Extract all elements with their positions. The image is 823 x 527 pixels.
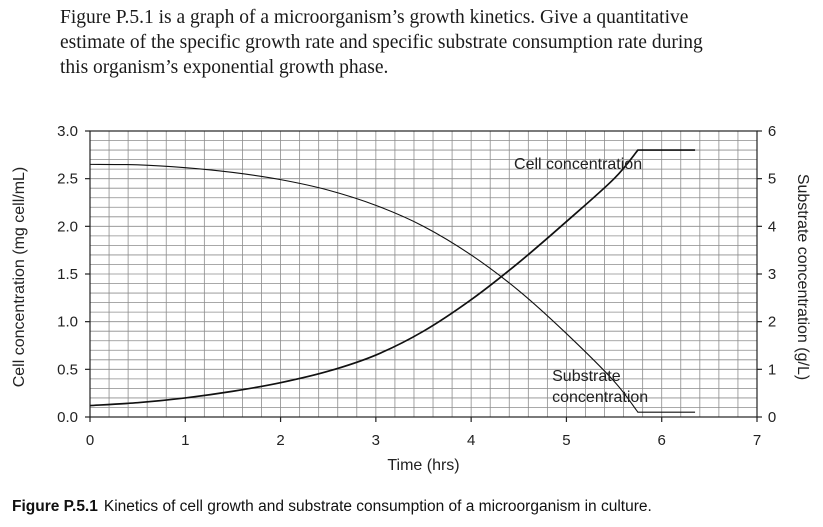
x-tick-label: 1 (181, 432, 189, 449)
series (89, 149, 696, 413)
question-text: Figure P.5.1 is a graph of a microorgani… (60, 5, 812, 80)
x-tick-label: 0 (86, 432, 94, 449)
axis-labels: Time (hrs) Cell concentration (mg cell/mL… (11, 167, 811, 474)
x-tick-label: 7 (753, 432, 761, 449)
grid (90, 131, 757, 417)
cell-concentration-annotation: Cell concentration (514, 156, 642, 173)
x-tick-label: 5 (562, 432, 570, 449)
substrate-concentration-annotation: concentration (552, 389, 648, 406)
y-right-tick-label: 0 (768, 409, 776, 426)
axes (85, 130, 762, 422)
y-right-tick-label: 1 (768, 361, 776, 378)
y-left-tick-label: 0.0 (57, 409, 78, 426)
caption-text: Kinetics of cell growth and substrate co… (103, 498, 652, 515)
y-right-tick-label: 2 (768, 314, 776, 331)
x-axis-label: Time (hrs) (387, 457, 459, 474)
x-tick-label: 3 (372, 432, 380, 449)
question-line-2: estimate of the specific growth rate and… (60, 32, 703, 53)
tick-labels: 0 1 2 3 4 5 6 7 0.0 0.5 1.0 1.5 2.0 2.5 3.0 0 1 2 3 4 5 6 (57, 123, 776, 449)
substrate-concentration-line (89, 163, 696, 413)
y-left-tick-label: 1.0 (57, 314, 78, 331)
y-left-tick-label: 2.5 (57, 171, 78, 188)
y-left-tick-label: 0.5 (57, 361, 78, 378)
y-left-tick-label: 3.0 (57, 123, 78, 140)
cell-concentration-line (89, 149, 696, 407)
y-right-axis-label: Substrate concentration (g/L) (794, 174, 811, 380)
y-right-tick-label: 5 (768, 171, 776, 188)
question-line-1: Figure P.5.1 is a graph of a microorgani… (60, 7, 689, 28)
annotations: Cell concentration Substrate concentration (514, 156, 648, 406)
x-tick-label: 2 (276, 432, 284, 449)
caption-label: Figure P.5.1 (12, 498, 98, 515)
x-tick-label: 4 (467, 432, 475, 449)
substrate-concentration-annotation: Substrate (552, 368, 621, 385)
y-left-tick-label: 2.0 (57, 218, 78, 235)
y-right-tick-label: 3 (768, 266, 776, 283)
y-right-tick-label: 6 (768, 123, 776, 140)
x-tick-label: 6 (658, 432, 666, 449)
figure-caption: Figure P.5.1 Kinetics of cell growth and … (12, 498, 812, 516)
question-line-3: this organism’s exponential growth phase… (60, 57, 389, 78)
y-left-axis-label: Cell concentration (mg cell/mL) (11, 167, 28, 388)
y-left-tick-label: 1.5 (57, 266, 78, 283)
y-right-tick-label: 4 (768, 218, 776, 235)
